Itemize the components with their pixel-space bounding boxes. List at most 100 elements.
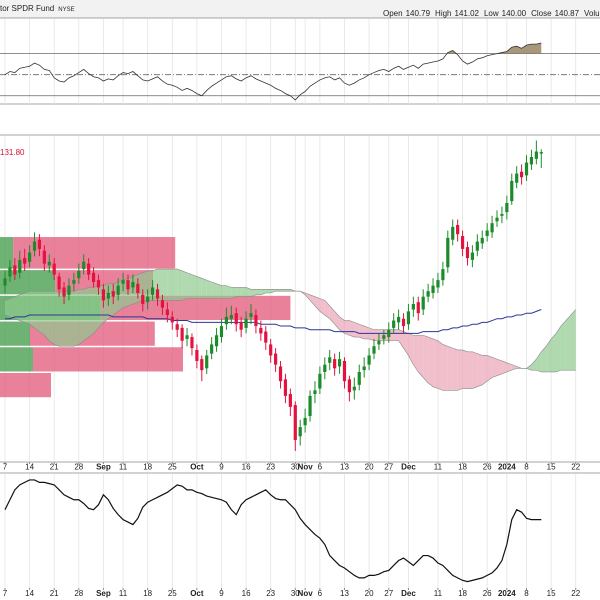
candle-body: [200, 359, 204, 371]
quote-value: 140.87: [555, 9, 580, 18]
candle-body: [406, 311, 411, 325]
candle-body: [160, 300, 165, 308]
x-tick-label: 15: [547, 589, 556, 598]
price-label: 131.80: [0, 148, 25, 157]
cloud-fill: [255, 289, 261, 295]
candle-body: [278, 366, 283, 382]
candle-body: [67, 285, 71, 295]
candle-body: [480, 237, 484, 244]
candle-body: [534, 151, 538, 159]
candle-body: [77, 270, 81, 279]
cloud-fill: [251, 289, 256, 297]
candle-body: [37, 239, 42, 249]
cloud-fill: [226, 285, 232, 299]
title: tor SPDR Fund: [0, 4, 54, 13]
cloud-fill: [452, 348, 458, 391]
candle-body: [13, 265, 17, 275]
cloud-fill: [408, 333, 414, 365]
x-tick-label: 30: [291, 589, 300, 598]
candle-body: [337, 359, 342, 367]
cloud-fill: [162, 269, 168, 301]
candle-body: [165, 309, 169, 316]
candle-body: [244, 318, 248, 328]
cloud-fill: [19, 292, 25, 323]
cloud-fill: [492, 357, 497, 378]
cloud-fill: [374, 329, 379, 341]
candle-body: [308, 395, 312, 417]
candle-body: [421, 296, 425, 310]
cloud-fill: [5, 298, 10, 317]
x-tick-label: 6: [318, 463, 323, 472]
cloud-fill: [221, 285, 227, 299]
candle-body: [111, 291, 115, 297]
x-tick-label: 8: [524, 589, 529, 598]
moving-average: [5, 309, 542, 334]
candle-body: [136, 283, 140, 293]
candle-body: [249, 313, 253, 317]
x-tick-label: Nov: [298, 589, 314, 598]
cloud-fill: [413, 335, 419, 372]
candle-body: [520, 171, 524, 178]
cloud-fill: [142, 270, 148, 301]
candle-body: [382, 335, 386, 339]
candle-body: [411, 304, 415, 310]
candle-body: [18, 259, 22, 273]
cloud-fill: [324, 300, 330, 319]
quote-name: Open: [383, 9, 403, 18]
cloud-fill: [285, 289, 291, 292]
candle-body: [151, 287, 155, 295]
cloud-fill: [462, 349, 468, 389]
candle-body: [224, 316, 228, 325]
candle-body: [87, 263, 91, 275]
candle-body: [372, 346, 376, 354]
x-tick-label: 26: [483, 589, 492, 598]
candle-body: [510, 180, 514, 202]
x-tick-label: 25: [168, 589, 177, 598]
candle-body: [475, 241, 479, 251]
x-tick-label: Nov: [298, 463, 314, 472]
candle-body: [426, 291, 430, 297]
cloud-fill: [442, 344, 448, 391]
cloud-fill: [167, 269, 173, 301]
cloud-fill: [14, 294, 20, 321]
cloud-fill: [39, 291, 45, 336]
candle-body: [274, 353, 278, 365]
candle-body: [357, 371, 361, 385]
cloud-fill: [487, 355, 493, 382]
x-tick-label: 21: [50, 589, 59, 598]
cloud-fill: [54, 291, 60, 347]
candle-body: [3, 278, 7, 286]
candle-body: [210, 344, 214, 354]
cloud-fill: [236, 287, 242, 297]
cloud-fill: [423, 335, 429, 384]
cloud-fill: [344, 320, 350, 336]
candle-body: [288, 394, 292, 407]
cloud-fill: [349, 320, 355, 338]
cloud-fill: [9, 296, 15, 319]
x-tick-label: 11: [119, 463, 128, 472]
cloud-fill: [565, 315, 571, 371]
candle-body: [298, 427, 302, 437]
cloud-fill: [560, 320, 566, 371]
cloud-fill: [398, 329, 404, 349]
candle-body: [347, 379, 351, 393]
cloud-fill: [44, 291, 50, 341]
candle-body: [219, 326, 224, 338]
x-tick-label: 26: [483, 463, 492, 472]
quote: Open 140.79 High 141.02 Low 140.00 Close 140.87…: [383, 9, 600, 18]
candle-body: [32, 241, 37, 251]
x-tick-label: 27: [384, 463, 393, 472]
cloud-fill: [29, 291, 35, 328]
candle-body: [195, 349, 199, 361]
candle-body: [485, 230, 489, 237]
candle-body: [387, 329, 391, 338]
cloud-fill: [546, 338, 552, 372]
header-bar: [0, 0, 600, 18]
cloud-fill: [314, 296, 320, 312]
x-tick-label: 16: [242, 589, 251, 598]
cloud-fill: [364, 326, 370, 339]
quote-name: Close: [531, 9, 552, 18]
cloud-fill: [187, 272, 192, 299]
candle-body: [352, 386, 356, 391]
